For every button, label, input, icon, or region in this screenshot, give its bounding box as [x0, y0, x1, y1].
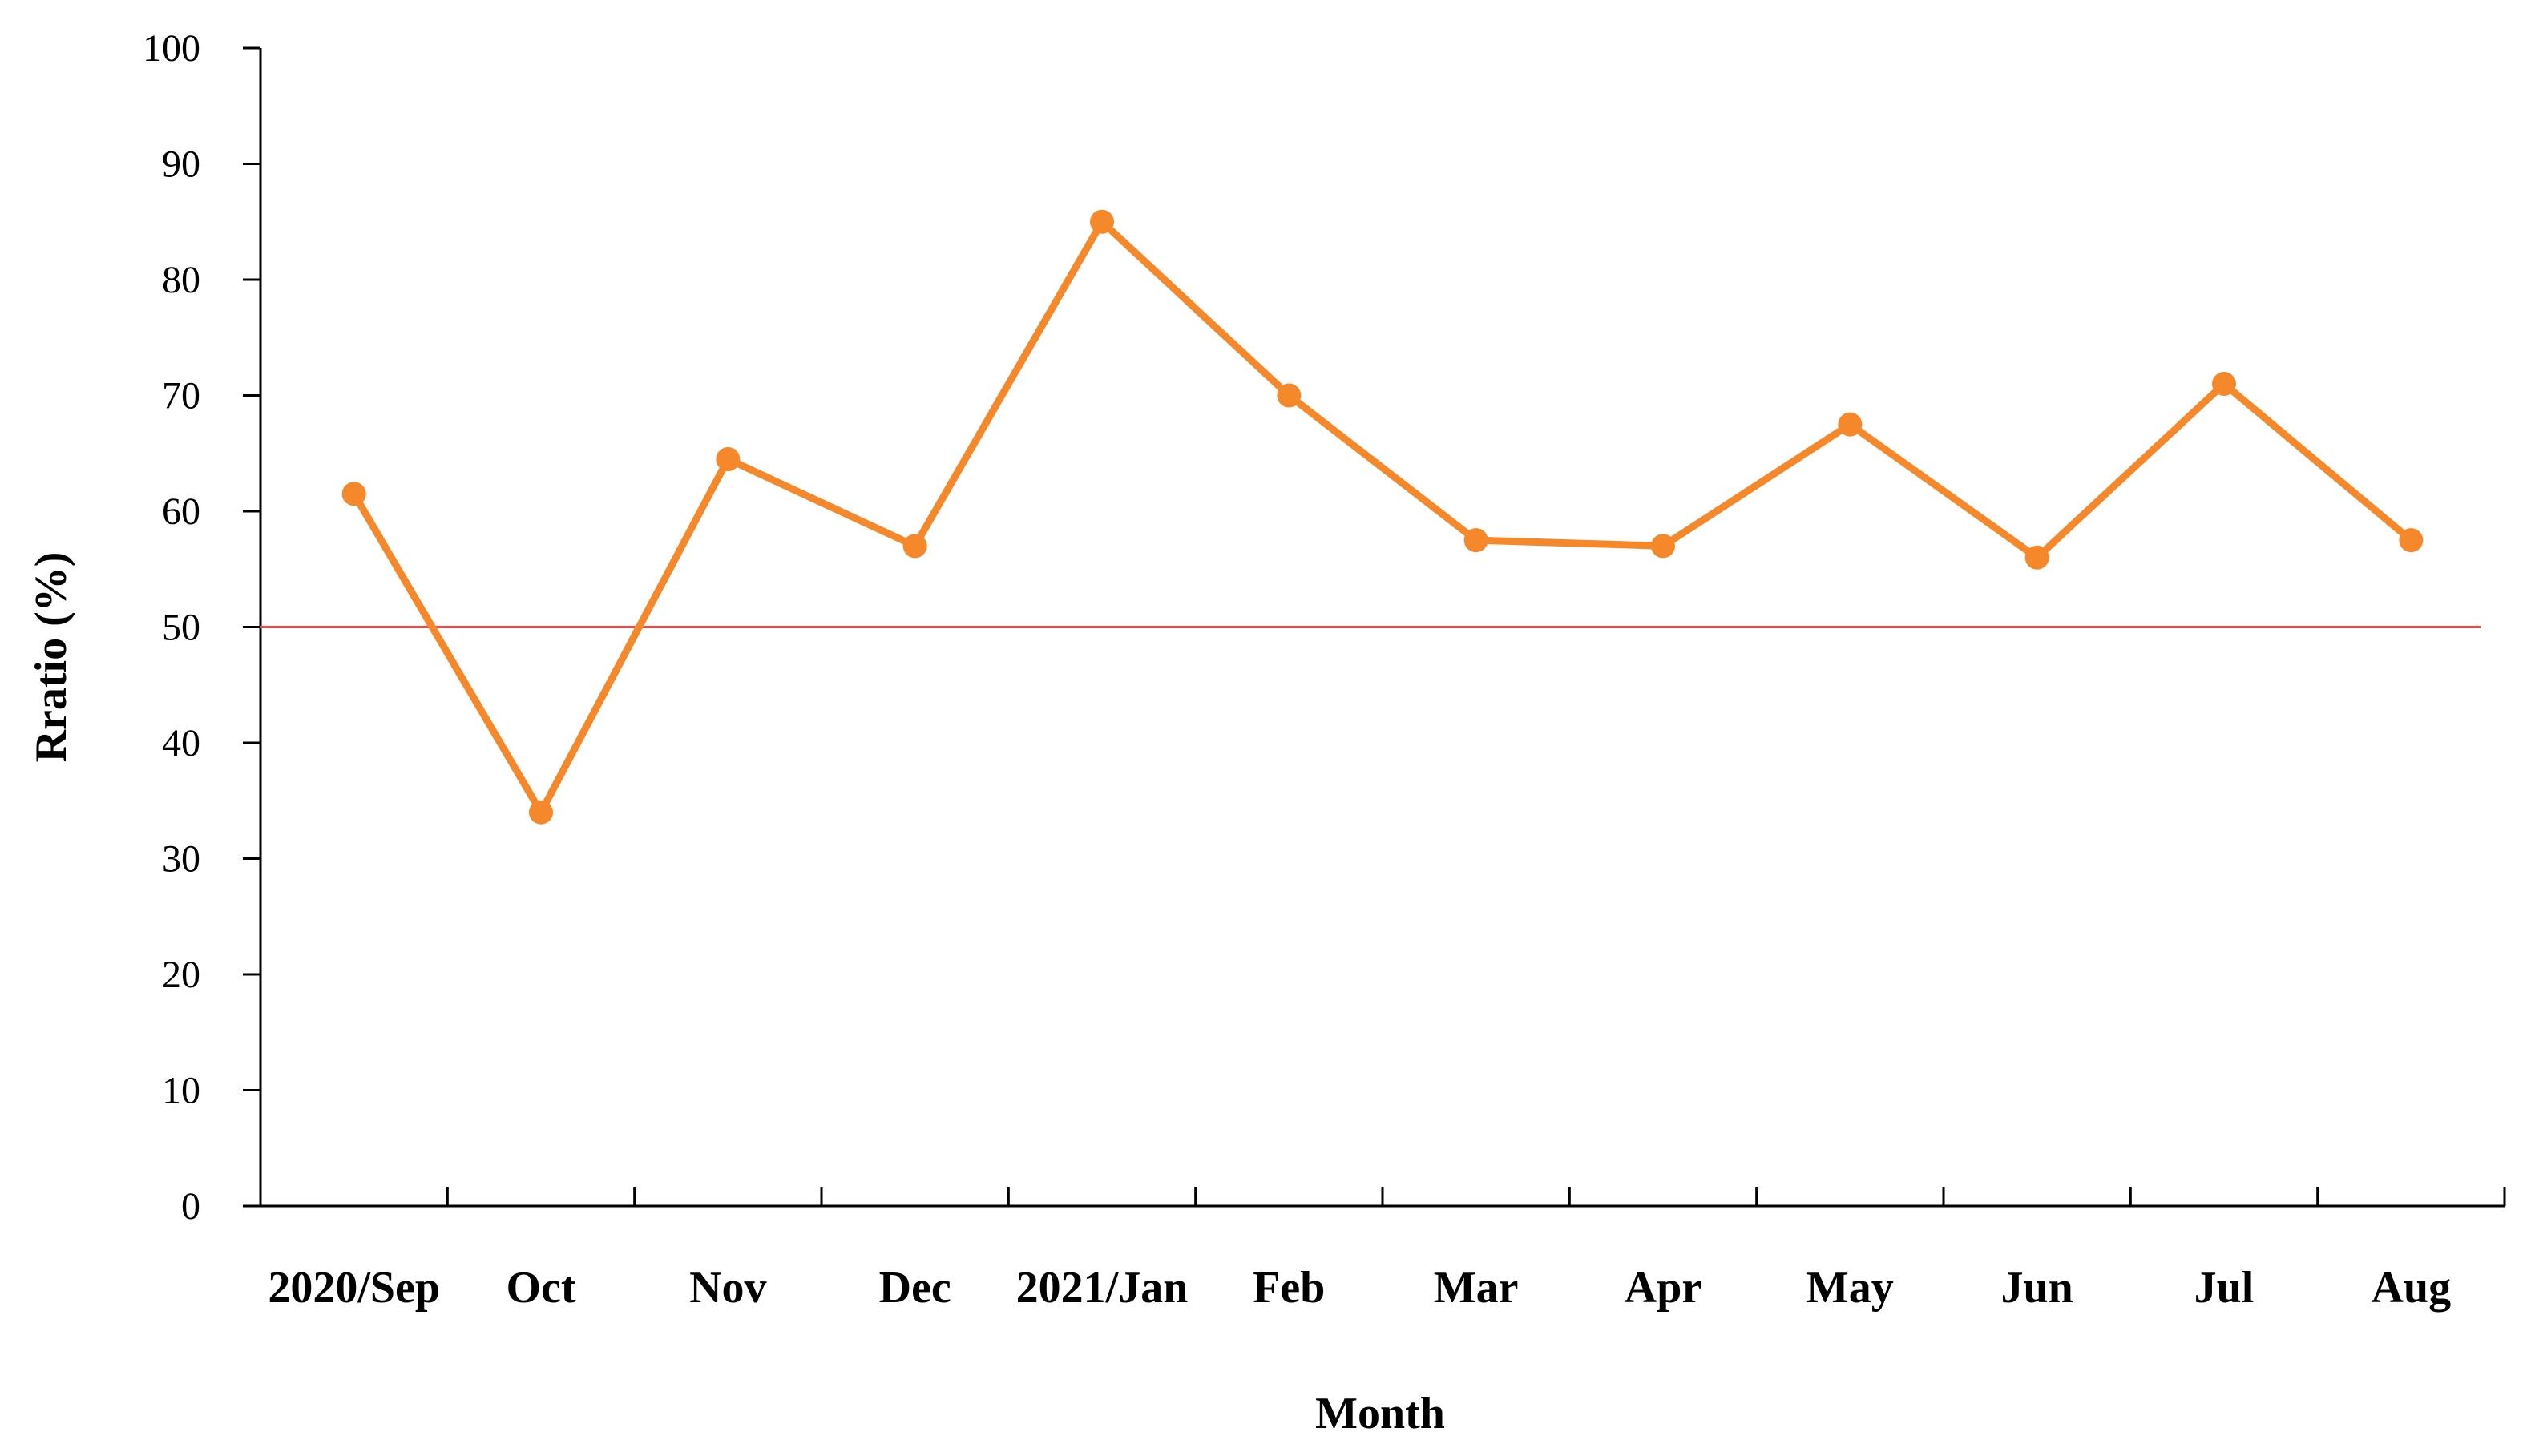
y-tick-label: 90	[162, 143, 200, 186]
x-tick-label: Aug	[2372, 1263, 2452, 1313]
y-tick-label: 40	[162, 722, 200, 764]
data-point	[1463, 528, 1488, 553]
data-point	[2212, 372, 2236, 397]
x-tick-label: Jul	[2194, 1263, 2255, 1313]
y-tick-label: 20	[162, 954, 200, 996]
x-tick-label: 2020/Sep	[268, 1263, 440, 1313]
x-tick-label: Jun	[2001, 1263, 2073, 1313]
x-tick-label: Apr	[1625, 1263, 1701, 1313]
y-axis-title: Rratio (%)	[26, 552, 76, 763]
y-tick-label: 80	[162, 259, 200, 301]
x-tick-label: Oct	[506, 1263, 575, 1313]
x-axis-title: Month	[1315, 1389, 1445, 1438]
series-line	[350, 218, 2415, 817]
x-tick-label: Mar	[1434, 1263, 1519, 1313]
x-tick-label: Nov	[689, 1263, 766, 1313]
x-tick-label: 2021/Jan	[1016, 1263, 1189, 1313]
data-point	[902, 534, 927, 559]
y-tick-label: 10	[162, 1070, 200, 1112]
y-tick-label: 70	[162, 375, 200, 417]
labels-group: 0 10 20 30 40 50 60 70 80 90 100 2020/Sep Oct Nov Dec 2…	[143, 27, 2451, 1313]
data-point	[1651, 534, 1675, 559]
data-point	[529, 800, 553, 825]
data-point	[716, 446, 741, 471]
data-point	[1090, 209, 1114, 234]
x-tick-label: May	[1806, 1263, 1894, 1313]
x-tick-label: Dec	[879, 1263, 951, 1313]
y-tick-label: 30	[162, 838, 200, 881]
y-tick-label: 50	[162, 607, 200, 649]
data-point	[2024, 545, 2049, 570]
series-group	[341, 209, 2424, 825]
data-point	[1838, 412, 1863, 437]
y-tick-label: 60	[162, 490, 200, 533]
y-tick-label: 0	[181, 1185, 200, 1228]
x-tick-label: Feb	[1253, 1263, 1325, 1313]
data-point	[341, 482, 366, 506]
data-point	[2399, 528, 2424, 553]
data-point	[1277, 383, 1302, 408]
y-tick-label: 100	[143, 27, 200, 70]
